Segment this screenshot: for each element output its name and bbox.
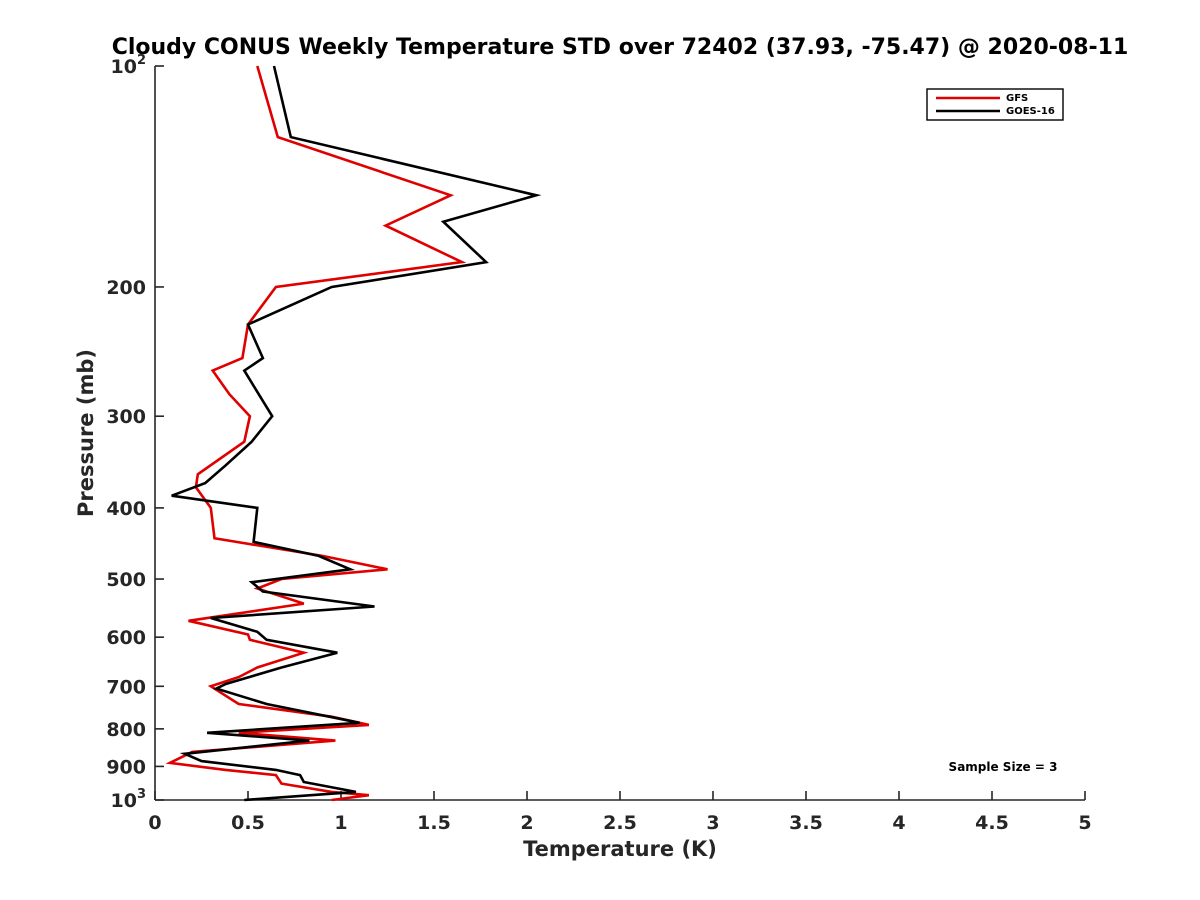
series-line-gfs — [165, 65, 467, 802]
x-tick-label: 0 — [148, 812, 161, 834]
y-tick-label: 300 — [106, 406, 146, 428]
legend-label-gfs: GFS — [1006, 93, 1028, 104]
sample-size-annotation: Sample Size = 3 — [949, 760, 1058, 774]
x-tick-label: 4.5 — [975, 812, 1009, 834]
data-lines — [165, 65, 542, 802]
y-tick-label: 700 — [106, 676, 146, 698]
y-tick-label: 102 — [111, 53, 147, 78]
x-tick-label: 4 — [892, 812, 905, 834]
legend-label-goes16: GOES-16 — [1006, 106, 1055, 117]
chart-title: Cloudy CONUS Weekly Temperature STD over… — [112, 35, 1129, 60]
x-tick-label: 1 — [334, 812, 347, 834]
x-tick-label: 0.5 — [231, 812, 265, 834]
y-tick-label: 200 — [106, 277, 146, 299]
x-tick-label: 3.5 — [789, 812, 823, 834]
y-tick-label: 500 — [106, 569, 146, 591]
axes: 0 0.5 1 1.5 2 2.5 3 3.5 4 4.5 5 102 200 300 400 500 600 7… — [106, 53, 1091, 834]
x-tick-label: 2 — [520, 812, 533, 834]
y-tick-label: 400 — [106, 498, 146, 520]
x-tick-label: 1.5 — [417, 812, 451, 834]
x-tick-label: 3 — [706, 812, 719, 834]
series-line-goes16 — [171, 65, 542, 802]
y-axis-label: Pressure (mb) — [74, 349, 98, 517]
x-axis-label: Temperature (K) — [523, 837, 717, 861]
legend: GFS GOES-16 — [926, 88, 1064, 121]
legend-box — [926, 88, 1064, 121]
y-tick-label: 600 — [106, 627, 146, 649]
y-tick-label: 800 — [106, 719, 146, 741]
x-tick-label: 2.5 — [603, 812, 637, 834]
y-tick-label: 103 — [111, 787, 147, 812]
y-tick-label: 900 — [106, 756, 146, 778]
x-tick-label: 5 — [1078, 812, 1091, 834]
